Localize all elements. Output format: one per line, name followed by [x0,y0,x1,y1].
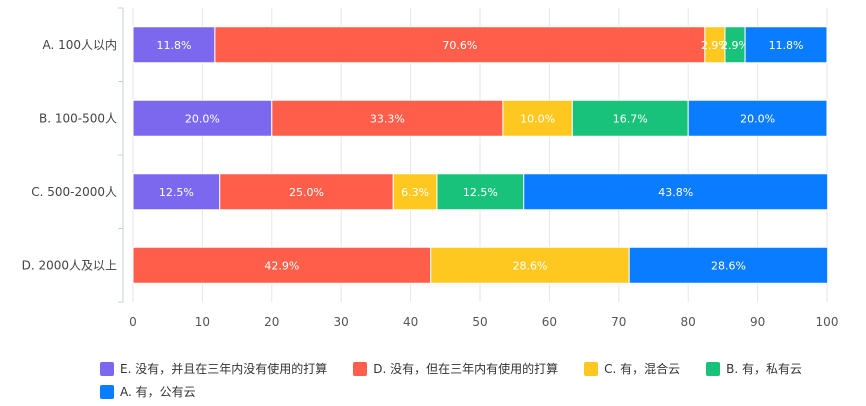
legend-swatch [706,361,721,376]
bar-segment [436,173,525,211]
bar-segment [392,173,438,211]
x-tick-label: 90 [750,315,765,329]
x-tick-label: 50 [472,315,487,329]
data-label: 70.6% [442,39,477,52]
legend-item[interactable]: C. 有，混合云 [584,360,680,377]
data-label: 25.0% [289,186,324,199]
x-tick-label: 30 [334,315,349,329]
chart-legend: E. 没有，并且在三年内没有使用的打算 D. 没有，但在三年内有使用的打算 C. 有… [100,360,850,400]
x-tick-label: 100 [816,315,839,329]
data-label: 20.0% [185,112,220,125]
bar-segment [219,173,394,211]
x-tick-label: 20 [264,315,279,329]
bar-segment [523,173,829,211]
category-label: D. 2000人及以上 [22,258,117,272]
legend-swatch [100,361,114,376]
data-label: 2.9% [701,39,729,52]
bar-segment [214,26,706,64]
x-tick-label: 10 [195,315,210,329]
legend-label: B. 有，私有云 [726,362,802,376]
data-label: 20.0% [740,112,775,125]
legend-label: C. 有，混合云 [604,362,681,376]
bar-segment [571,99,689,137]
bar-segment [132,99,273,137]
bar-segment [502,99,573,137]
data-label: 12.5% [159,186,194,199]
data-label: 11.8% [156,39,191,52]
data-label: 42.9% [264,259,299,272]
bar-segment [628,246,829,284]
bar-segment [687,99,828,137]
data-label: 12.5% [463,186,498,199]
category-label: B. 100-500人 [39,111,117,125]
data-label: 28.6% [512,259,547,272]
data-label: 11.8% [769,39,804,52]
x-tick-label: 0 [129,315,137,329]
legend-swatch [100,384,114,399]
legend-item[interactable]: A. 有，公有云 [100,383,196,400]
bar-segment [132,173,221,211]
x-tick-label: 60 [542,315,557,329]
legend-item[interactable]: B. 有，私有云 [706,360,802,377]
category-label: C. 500-2000人 [31,185,117,199]
bar-segment [744,26,828,64]
legend-swatch [584,361,599,376]
bar-segment [430,246,630,284]
legend-item[interactable]: D. 没有，但在三年内有使用的打算 [353,360,558,377]
data-label: 6.3% [401,186,429,199]
data-label: 33.3% [370,112,405,125]
legend-label: A. 有，公有云 [120,385,196,399]
x-tick-label: 80 [681,315,696,329]
legend-label: D. 没有，但在三年内有使用的打算 [373,362,559,376]
bar-segment [132,246,432,284]
bar-segment [271,99,504,137]
data-label: 43.8% [658,186,693,199]
data-label: 16.7% [613,112,648,125]
legend-item[interactable]: E. 没有，并且在三年内没有使用的打算 [100,360,327,377]
legend-label: E. 没有，并且在三年内没有使用的打算 [120,362,328,376]
bar-segment [132,26,216,64]
data-label: 28.6% [711,259,746,272]
x-tick-label: 40 [403,315,418,329]
data-label: 2.9% [721,39,749,52]
data-label: 10.0% [520,112,555,125]
legend-swatch [353,361,368,376]
x-tick-label: 70 [611,315,626,329]
category-label: A. 100人以内 [42,38,117,52]
stacked-bar-chart: 0 10 20 30 40 50 60 70 80 90 100 A. 100人以内 11.8% 70.6… [22,7,839,329]
